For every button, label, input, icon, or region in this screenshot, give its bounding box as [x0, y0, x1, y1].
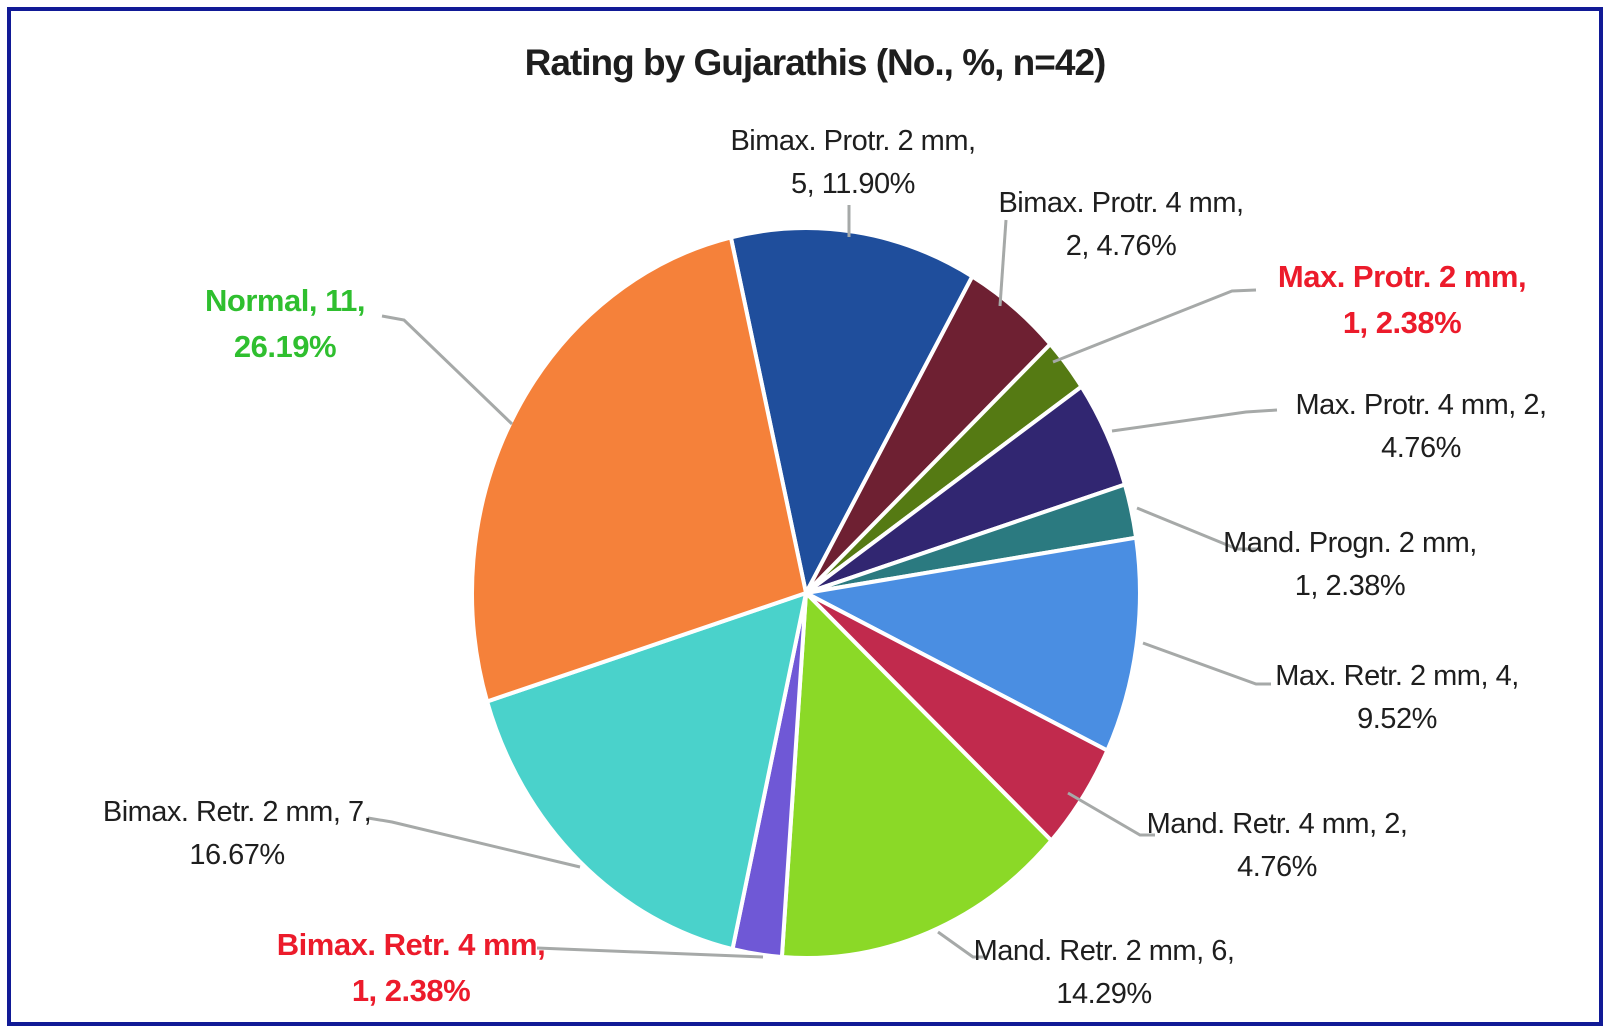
- callout-line: 1, 2.38%: [351, 973, 471, 1008]
- slice-callout-bimax-protr-4mm: Bimax. Protr. 4 mm, 2, 4.76%: [998, 182, 1244, 268]
- callout-line: Mand. Progn. 2 mm,: [1223, 527, 1477, 559]
- leader-line-max-protr-2-mm: [1052, 288, 1257, 364]
- callout-line: Bimax. Retr. 4 mm,: [276, 927, 546, 962]
- leader-line-mand-progn-2-mm: [1136, 506, 1261, 551]
- callout-line: 1, 2.38%: [1294, 570, 1406, 602]
- pie-slice-bimax-retr-2-mm: [485, 591, 808, 952]
- leader-line-max-retr-2-mm: [1142, 641, 1271, 686]
- callout-line: Max. Retr. 2 mm, 4,: [1275, 660, 1519, 692]
- callout-line: Bimax. Protr. 2 mm,: [730, 125, 976, 157]
- callout-line: Bimax. Protr. 4 mm,: [998, 187, 1244, 219]
- callout-line: Bimax. Retr. 2 mm, 7,: [102, 796, 372, 828]
- slice-callout-normal: Normal, 11, 26.19%: [205, 278, 365, 370]
- pie-slice-max-retr-2-mm: [804, 535, 1142, 753]
- slice-callout-mand-progn-2mm: Mand. Progn. 2 mm, 1, 2.38%: [1223, 522, 1477, 608]
- leader-line-normal: [381, 314, 514, 426]
- slice-callout-mand-retr-2mm: Mand. Retr. 2 mm, 6, 14.29%: [974, 930, 1235, 1016]
- callout-line: 4.76%: [1237, 851, 1317, 883]
- pie-slice-normal: [470, 235, 808, 704]
- leader-line-bimax-protr-4-mm: [998, 219, 1008, 307]
- slice-callout-bimax-protr-2mm: Bimax. Protr. 2 mm, 5, 11.90%: [730, 120, 976, 206]
- leader-line-mand-retr-4-mm: [1067, 791, 1155, 837]
- callout-line: 26.19%: [233, 329, 337, 364]
- slice-callout-max-protr-2mm: Max. Protr. 2 mm, 1, 2.38%: [1277, 254, 1527, 346]
- leader-line-bimax-retr-4-mm: [536, 946, 764, 959]
- callout-line: 9.52%: [1357, 703, 1437, 735]
- callout-line: Mand. Retr. 2 mm, 6,: [973, 935, 1235, 967]
- callout-line: 1, 2.38%: [1342, 305, 1462, 340]
- leader-line-mand-retr-2-mm: [937, 930, 986, 959]
- leader-line-max-protr-4-mm: [1111, 408, 1278, 433]
- callout-line: 5, 11.90%: [791, 168, 915, 200]
- slice-callout-bimax-retr-4mm: Bimax. Retr. 4 mm, 1, 2.38%: [276, 922, 546, 1014]
- callout-line: Max. Protr. 4 mm, 2,: [1295, 389, 1547, 421]
- callout-line: 14.29%: [1056, 978, 1152, 1010]
- chart-title: Rating by Gujarathis (No., %, n=42): [524, 42, 1107, 83]
- callout-line: Max. Protr. 2 mm,: [1277, 259, 1527, 294]
- callout-line: 16.67%: [189, 839, 285, 871]
- slice-callout-max-protr-4mm: Max. Protr. 4 mm, 2, 4.76%: [1295, 384, 1547, 470]
- leader-line-bimax-retr-2-mm: [367, 816, 581, 869]
- callout-line: 2, 4.76%: [1065, 230, 1177, 262]
- slice-callout-mand-retr-4mm: Mand. Retr. 4 mm, 2, 4.76%: [1147, 803, 1408, 889]
- slice-callout-bimax-retr-2mm: Bimax. Retr. 2 mm, 7, 16.67%: [102, 791, 372, 877]
- slice-callout-max-retr-2mm: Max. Retr. 2 mm, 4, 9.52%: [1275, 655, 1519, 741]
- callout-line: Mand. Retr. 4 mm, 2,: [1146, 808, 1408, 840]
- pie-slice-bimax-protr-2-mm: [728, 226, 975, 595]
- callout-line: 4.76%: [1381, 432, 1461, 464]
- pie-slice-mand-retr-2-mm: [779, 591, 1054, 960]
- callout-line: Normal, 11,: [205, 283, 365, 318]
